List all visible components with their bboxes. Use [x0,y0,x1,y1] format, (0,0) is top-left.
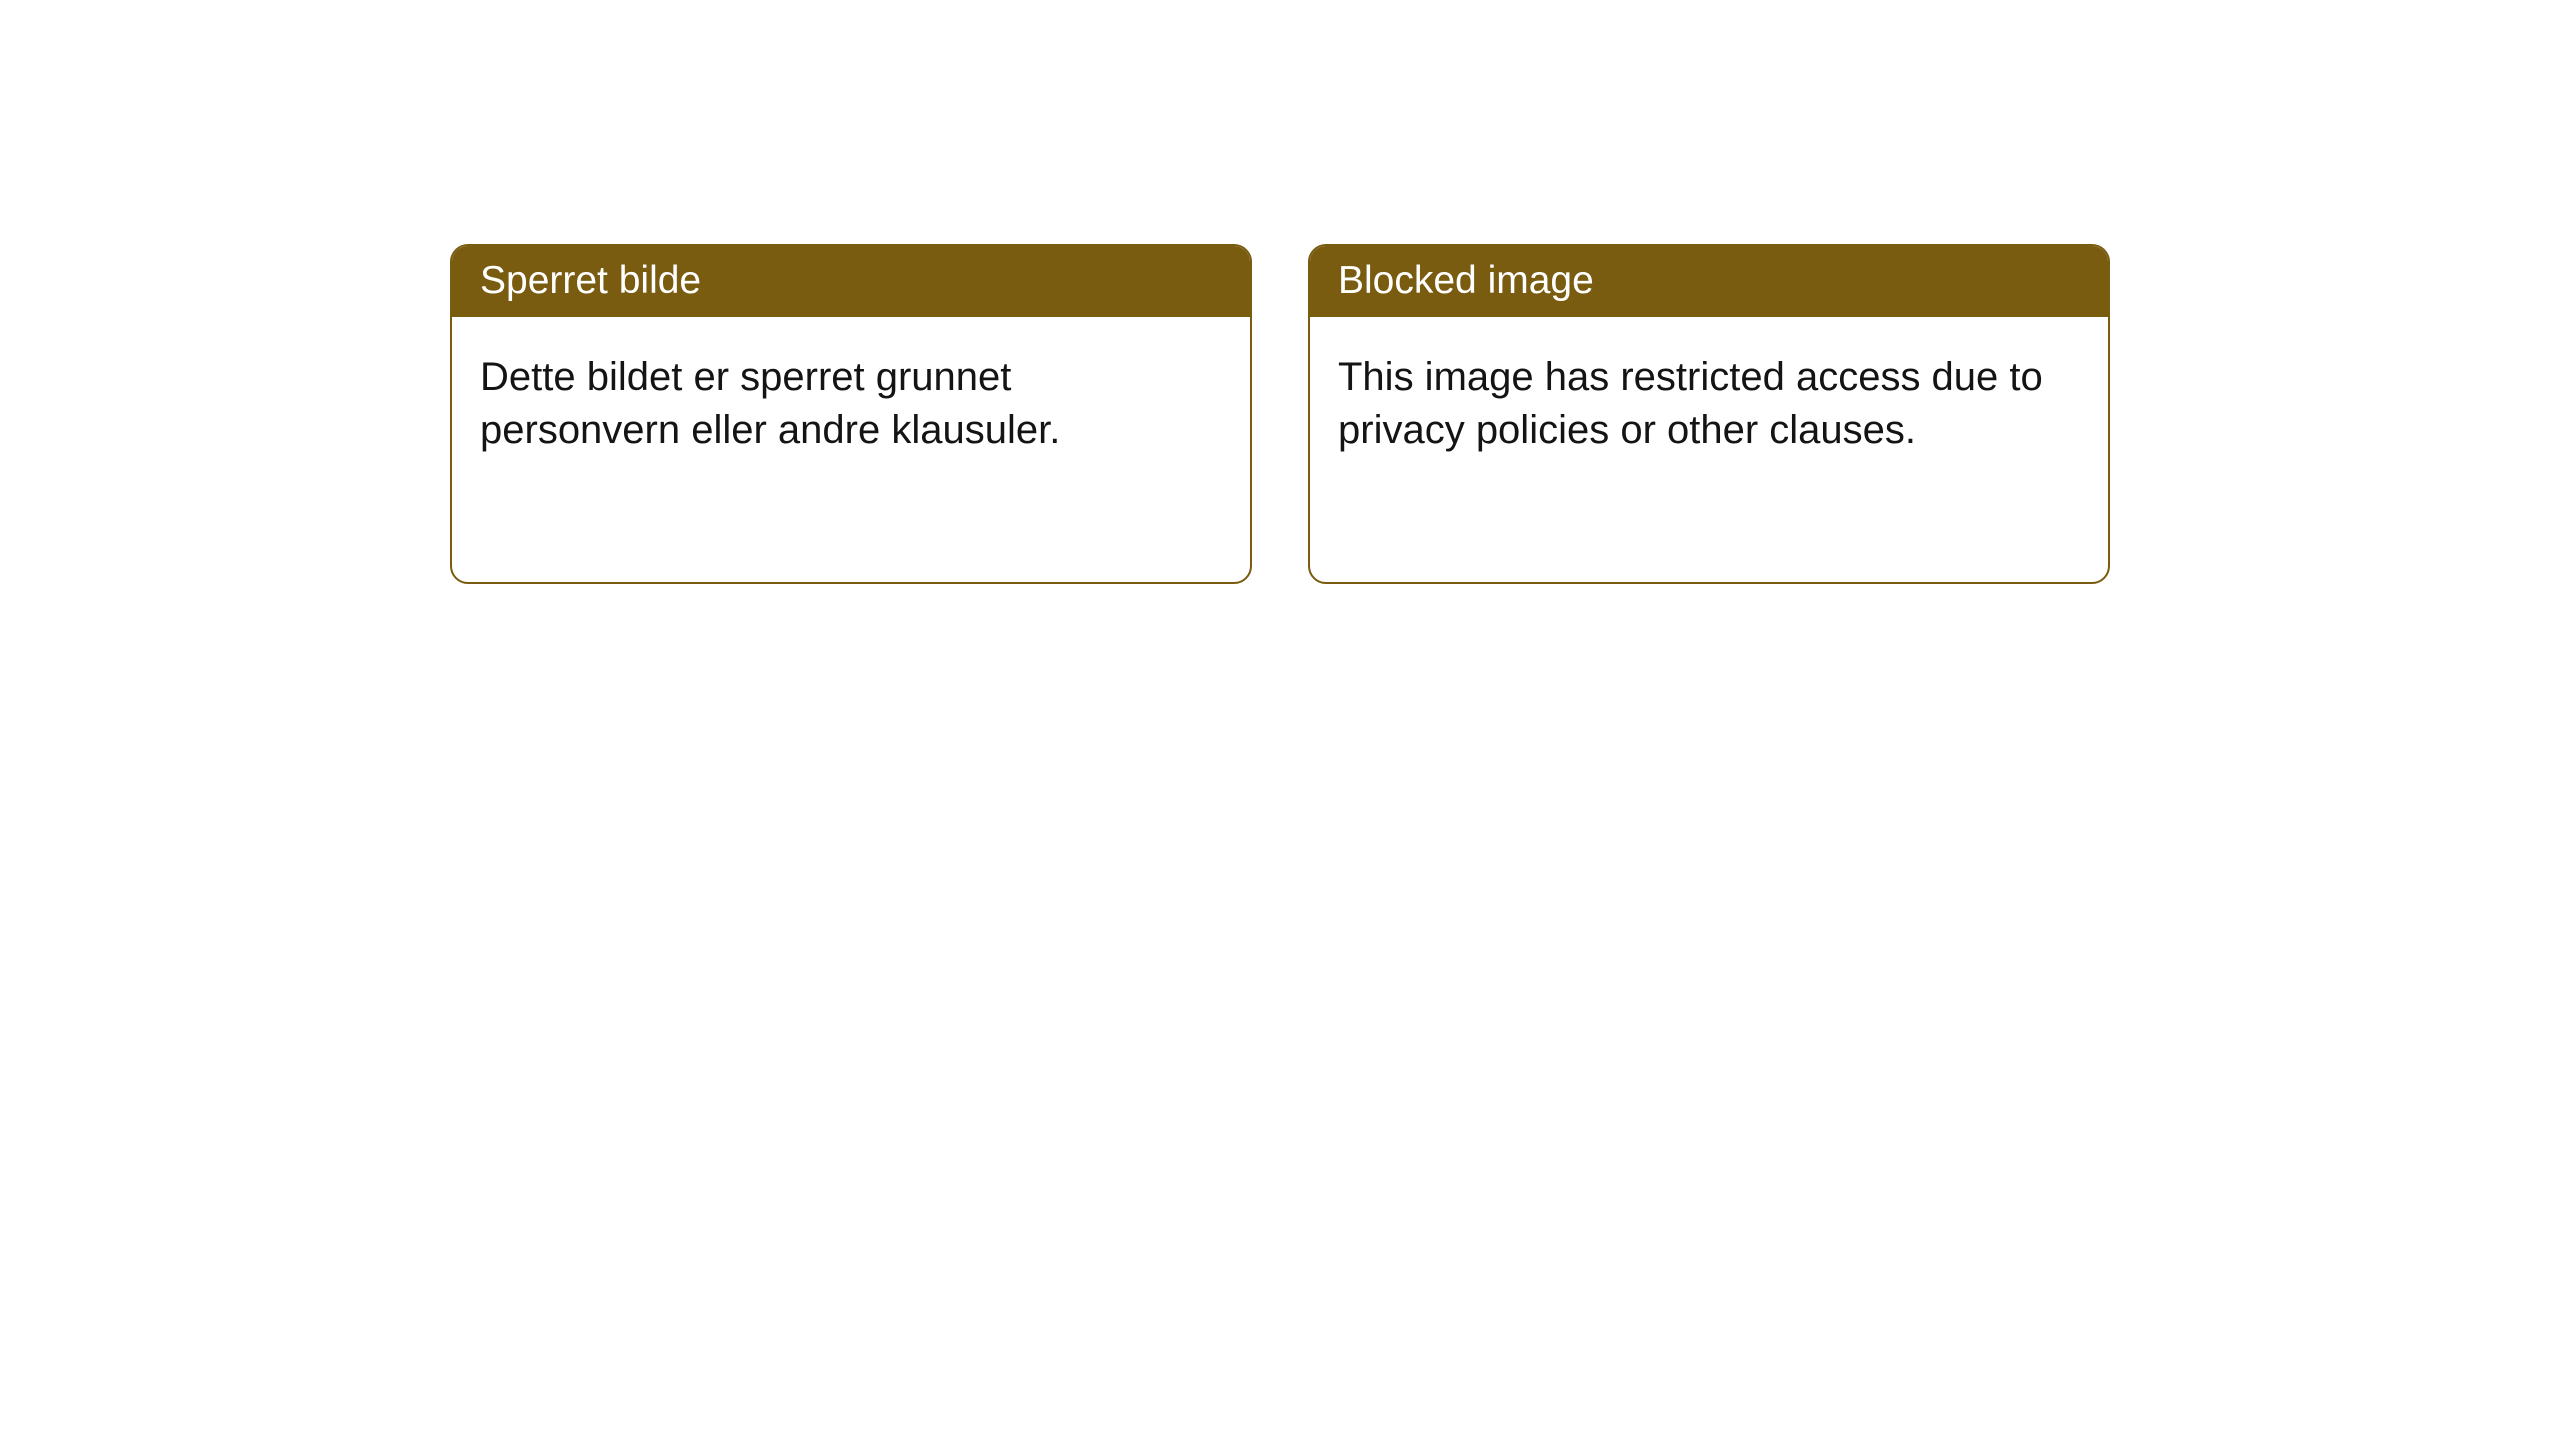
notice-card-body: This image has restricted access due to … [1310,317,2108,492]
notice-card-english: Blocked image This image has restricted … [1308,244,2110,584]
notice-container: Sperret bilde Dette bildet er sperret gr… [0,0,2560,584]
notice-card-title: Sperret bilde [452,246,1250,317]
notice-card-norwegian: Sperret bilde Dette bildet er sperret gr… [450,244,1252,584]
notice-card-body: Dette bildet er sperret grunnet personve… [452,317,1250,492]
notice-card-title: Blocked image [1310,246,2108,317]
